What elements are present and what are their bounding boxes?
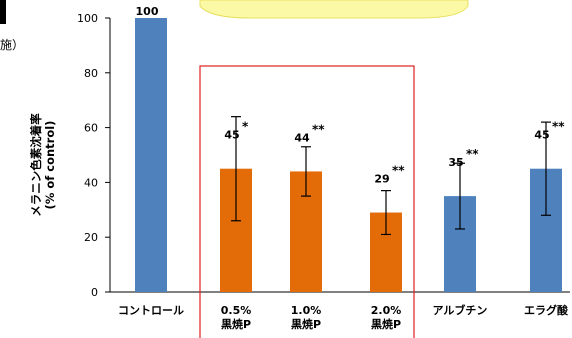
y-axis-title-line1: メラニン色素沈着率 bbox=[29, 113, 43, 217]
category-label: 1.0% bbox=[291, 304, 322, 317]
callout-bubble bbox=[199, 0, 469, 19]
cropped-heading-fragment bbox=[0, 0, 6, 24]
data-label: 44 bbox=[294, 131, 310, 144]
bar bbox=[135, 18, 167, 292]
highlight-box bbox=[199, 65, 415, 338]
data-label: 100 bbox=[136, 5, 159, 18]
cropped-note-text: 施） bbox=[0, 38, 24, 52]
category-label: 0.5% bbox=[221, 304, 252, 317]
significance-mark: ** bbox=[466, 147, 479, 161]
category-label: 黒焼P bbox=[221, 317, 251, 331]
y-tick-label: 60 bbox=[84, 122, 98, 135]
y-tick-label: 0 bbox=[91, 286, 98, 299]
category-label: エラグ酸 bbox=[524, 303, 569, 317]
significance-mark: * bbox=[242, 120, 249, 134]
y-tick-label: 80 bbox=[84, 67, 98, 80]
category-label: 2.0% bbox=[371, 304, 402, 317]
significance-mark: ** bbox=[552, 120, 565, 134]
y-tick-label: 40 bbox=[84, 176, 98, 189]
y-axis-title: メラニン色素沈着率 (% of control) bbox=[29, 113, 57, 217]
plot-area: 020406080100100コントロール45*0.5%黒焼P44**1.0%黒… bbox=[77, 5, 570, 338]
category-label: 黒焼P bbox=[371, 317, 401, 331]
category-label: コントロール bbox=[118, 304, 184, 317]
y-tick-label: 100 bbox=[77, 12, 98, 25]
data-label: 29 bbox=[374, 173, 389, 186]
y-axis-title-line2: (% of control) bbox=[43, 121, 57, 210]
y-tick-label: 20 bbox=[84, 231, 98, 244]
data-label: 45 bbox=[534, 129, 549, 142]
category-label: 黒焼P bbox=[291, 317, 321, 331]
data-label: 35 bbox=[448, 156, 463, 169]
data-label: 45 bbox=[224, 129, 239, 142]
category-label: アルブチン bbox=[433, 303, 488, 317]
significance-mark: ** bbox=[312, 122, 325, 136]
significance-mark: ** bbox=[392, 164, 405, 178]
